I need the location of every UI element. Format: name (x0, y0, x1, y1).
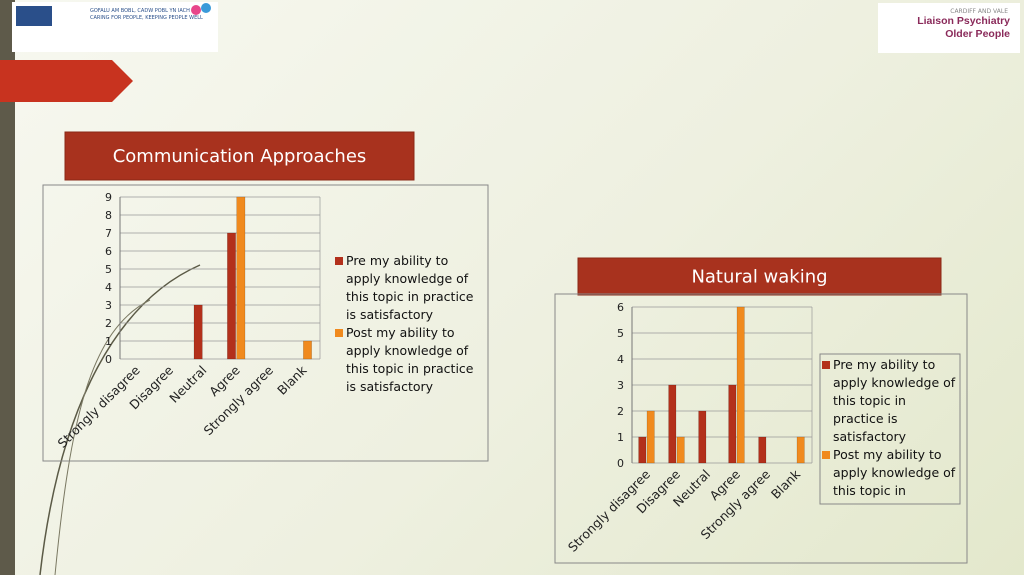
y-tick-label: 4 (617, 353, 624, 366)
bar (676, 436, 685, 464)
left-strip (0, 0, 15, 575)
bar (646, 410, 655, 464)
legend: Pre my ability to apply knowledge of thi… (335, 252, 481, 396)
y-tick-label: 5 (105, 263, 112, 276)
y-tick-label: 1 (105, 335, 112, 348)
legend-label: Pre my ability to apply knowledge of thi… (833, 357, 956, 444)
y-tick-label: 1 (617, 431, 624, 444)
y-tick-label: 0 (105, 353, 112, 366)
bar (736, 306, 745, 464)
title-banner (577, 257, 942, 296)
y-tick-label: 2 (617, 405, 624, 418)
legend-label: Pre my ability to apply knowledge of thi… (346, 253, 474, 322)
legend-swatch (335, 257, 343, 265)
bar (758, 436, 767, 464)
bar (193, 304, 203, 360)
balloon (191, 5, 201, 15)
service-wrap: Liaison Psychiatry Older People (917, 15, 1010, 40)
balloon (201, 3, 211, 13)
chart-frame (554, 293, 968, 564)
curve-decor (39, 264, 201, 575)
legend-item: Post my ability to apply knowledge of th… (822, 446, 958, 502)
x-tick-label: Blank (768, 466, 804, 502)
legend-swatch (335, 329, 343, 337)
motto: CARING FOR PEOPLE, KEEPING PEOPLE WELL (90, 15, 203, 21)
curve-decor (54, 299, 151, 575)
bar (236, 196, 246, 360)
nhs-logo (16, 6, 52, 26)
y-tick-label: 2 (105, 317, 112, 330)
bar (796, 436, 805, 464)
logo-box (878, 3, 1020, 53)
service-name: Liaison Psychiatry Older People (917, 15, 1010, 40)
motto: GOFALU AM BOBL, CADW POBL YN IACH (90, 8, 190, 14)
chart-title: Natural waking (691, 267, 827, 288)
title-banner (64, 131, 415, 181)
y-tick-label: 3 (105, 299, 112, 312)
bar (303, 340, 312, 360)
bar (227, 232, 236, 360)
legend-list: Pre my ability to apply knowledge of thi… (822, 356, 958, 502)
legend: Pre my ability to apply knowledge of thi… (822, 356, 958, 502)
x-tick-label: Blank (274, 362, 310, 398)
bar (698, 410, 707, 464)
y-tick-label: 7 (105, 227, 112, 240)
legend-item: Pre my ability to apply knowledge of thi… (335, 252, 481, 324)
legend-list: Pre my ability to apply knowledge of thi… (335, 252, 481, 396)
legend-swatch (822, 361, 830, 369)
y-tick-label: 8 (105, 209, 112, 222)
y-tick-label: 3 (617, 379, 624, 392)
legend-item: Pre my ability to apply knowledge of thi… (822, 356, 958, 446)
arrow-decor (0, 60, 133, 102)
y-tick-label: 6 (105, 245, 112, 258)
x-tick-label: Neutral (166, 363, 209, 406)
bar (728, 384, 737, 464)
legend-frame (819, 353, 961, 505)
chart-title: Communication Approaches (113, 146, 367, 167)
y-tick-label: 0 (617, 457, 624, 470)
legend-item: Post my ability to apply knowledge of th… (335, 324, 481, 396)
y-tick-label: 9 (105, 191, 112, 204)
legend-label: Post my ability to apply knowledge of th… (346, 325, 474, 394)
y-tick-label: 4 (105, 281, 112, 294)
legend-label: Post my ability to apply knowledge of th… (833, 447, 956, 502)
bar (668, 384, 677, 464)
legend-swatch (822, 451, 830, 459)
y-tick-label: 5 (617, 327, 624, 340)
chart-frame (42, 184, 489, 462)
bar (638, 436, 647, 464)
org-name: CARDIFF AND VALE (950, 8, 1008, 15)
y-tick-label: 6 (617, 301, 624, 314)
